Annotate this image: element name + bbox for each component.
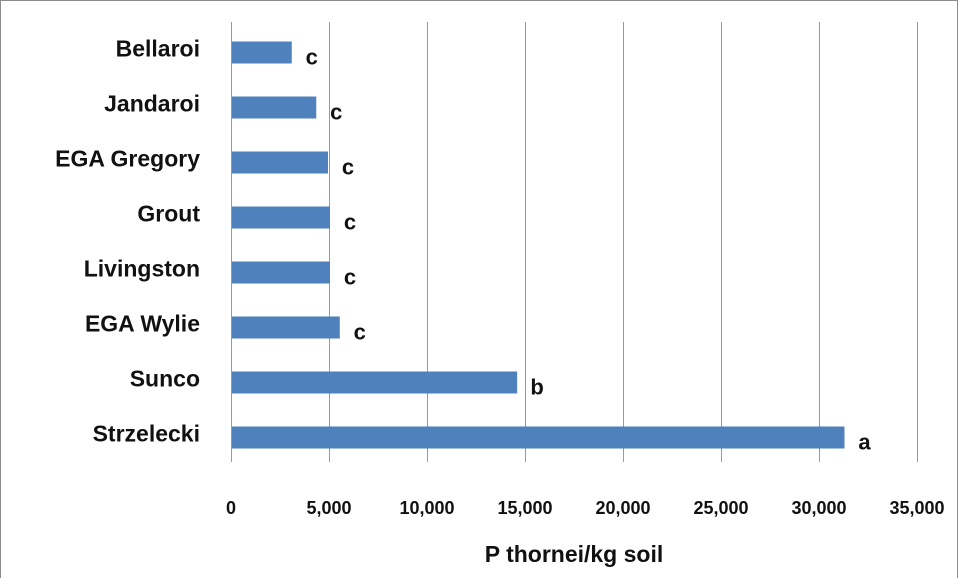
bar: [232, 426, 845, 449]
x-tick-label: 15,000: [497, 498, 552, 518]
category-label: EGA Gregory: [55, 146, 200, 172]
significance-letter: c: [354, 319, 366, 344]
category-label: Bellaroi: [116, 36, 200, 62]
category-labels: Bellaroi Jandaroi EGA Gregory Grout Livingst…: [55, 36, 200, 447]
bar: [232, 316, 340, 339]
significance-letter: c: [344, 209, 356, 234]
x-axis-title: P thornei/kg soil: [485, 541, 664, 567]
x-tick-label: 10,000: [399, 498, 454, 518]
x-tick-label: 30,000: [791, 498, 846, 518]
category-label: Livingston: [84, 256, 200, 282]
bar: [232, 151, 329, 174]
significance-letter: c: [330, 99, 342, 124]
category-label: Sunco: [130, 366, 200, 392]
category-label: EGA Wylie: [85, 311, 200, 337]
x-tick-label: 5,000: [306, 498, 351, 518]
category-label: Strzelecki: [93, 421, 200, 447]
x-tick-label: 0: [226, 498, 236, 518]
x-tick-label: 35,000: [889, 498, 944, 518]
bar: [232, 261, 330, 284]
bar: [232, 96, 317, 119]
significance-letter: c: [306, 44, 318, 69]
significance-letter: b: [530, 374, 543, 399]
gridlines: [231, 22, 918, 462]
bar: [232, 41, 292, 64]
significance-letter: a: [858, 429, 871, 454]
bar: [232, 206, 330, 229]
category-label: Jandaroi: [104, 91, 200, 117]
bar: [232, 371, 518, 394]
x-tick-labels: 0 5,000 10,000 15,000 20,000 25,000 30,000 35,0…: [226, 498, 945, 518]
significance-labels: c c c c c c b a: [306, 44, 872, 454]
bars: [232, 41, 845, 449]
significance-letter: c: [344, 264, 356, 289]
significance-letter: c: [342, 154, 354, 179]
x-tick-label: 20,000: [595, 498, 650, 518]
category-label: Grout: [137, 201, 200, 227]
x-tick-label: 25,000: [693, 498, 748, 518]
